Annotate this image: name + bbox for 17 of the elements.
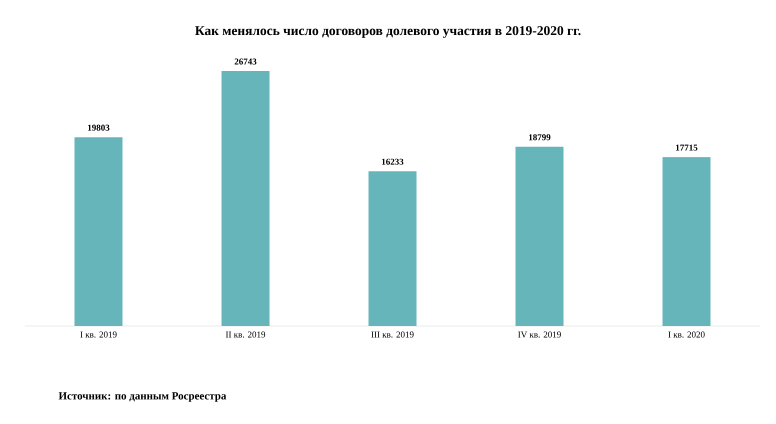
x-tick-label: III кв. 2019 <box>371 332 414 338</box>
text: Источник: по данным Росреестра <box>58 392 226 402</box>
x-tick-label: IV кв. 2019 <box>518 332 561 338</box>
bar <box>222 71 270 326</box>
x-tick-label: I кв. 2019 <box>80 332 117 338</box>
data-label: 17715 <box>676 144 698 151</box>
chart-title: Как менялось число договоров долевого участия в 2019-2020 гг. <box>195 26 581 38</box>
data-label: 16233 <box>382 158 404 165</box>
x-tick-label: II кв. 2019 <box>226 332 266 338</box>
bar <box>516 146 564 326</box>
bar <box>368 171 417 326</box>
data-label: 26743 <box>234 58 256 65</box>
data-label: 18799 <box>529 134 550 140</box>
x-tick-label: I кв. 2020 <box>668 332 705 338</box>
bar <box>662 157 711 326</box>
data-label: 19803 <box>88 124 110 131</box>
bar <box>74 137 122 326</box>
